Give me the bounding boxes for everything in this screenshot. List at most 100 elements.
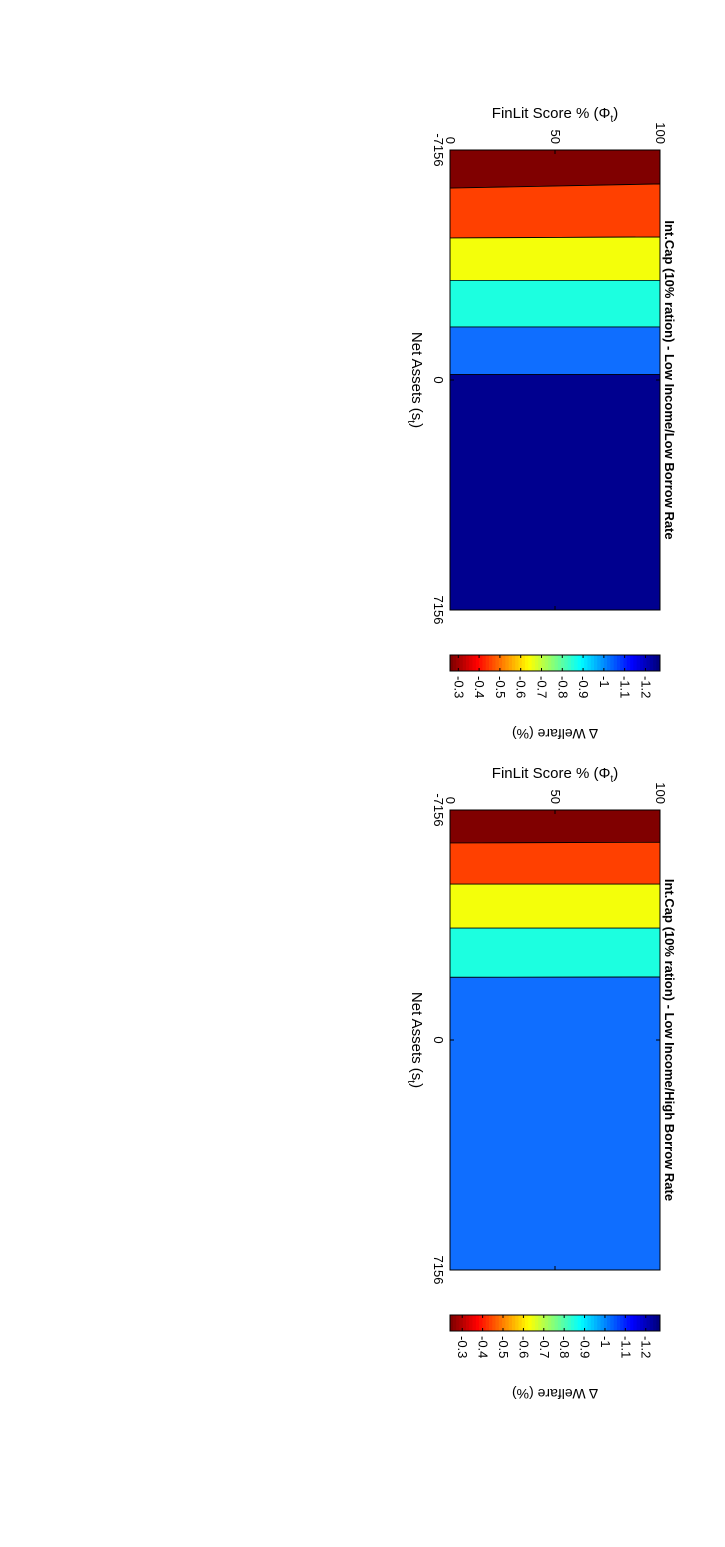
colorbar-tick-label: -0.5: [493, 676, 508, 698]
y-tick-label: 0: [443, 137, 458, 144]
colorbar-swatch: [541, 655, 546, 671]
colorbar-swatch: [633, 1315, 638, 1331]
colorbar-tick-label: -0.9: [578, 1336, 593, 1358]
colorbar-swatch: [528, 1315, 533, 1331]
colorbar-swatch: [466, 1315, 470, 1331]
colorbar-swatch: [456, 655, 460, 671]
colorbar-swatch: [544, 1315, 549, 1331]
colorbar-swatch: [502, 655, 506, 671]
colorbar-swatch: [656, 655, 660, 671]
colorbar-swatch: [597, 655, 601, 671]
colorbar-swatch: [452, 1315, 457, 1331]
colorbar-swatch: [561, 1315, 565, 1331]
colorbar-swatch: [590, 1315, 595, 1331]
colorbar-swatch: [653, 655, 657, 671]
colorbar-swatch: [459, 1315, 464, 1331]
colorbar-swatch: [498, 1315, 503, 1331]
chart-title: Int.Cap (10% ration) - Low Income/Low Bo…: [662, 220, 677, 539]
colorbar-swatch: [587, 1315, 592, 1331]
colorbar-tick-label: -0.3: [455, 1336, 470, 1358]
x-axis-label: Net Assets (st): [405, 992, 425, 1088]
colorbar-swatch: [505, 655, 510, 671]
x-tick-label: -7156: [431, 133, 446, 166]
colorbar-swatch: [633, 655, 638, 671]
colorbar-swatch: [485, 1315, 490, 1331]
colorbar-swatch: [600, 655, 605, 671]
contour-region: [449, 183, 661, 239]
y-tick-label: 0: [443, 797, 458, 804]
colorbar-swatch: [564, 1315, 569, 1331]
colorbar-swatch: [639, 655, 644, 671]
colorbar-swatch: [544, 655, 549, 671]
contour-region: [449, 841, 661, 885]
colorbar-swatch: [479, 1315, 483, 1331]
colorbar-swatch: [456, 1315, 460, 1331]
colorbar-swatch: [580, 1315, 585, 1331]
colorbar-swatch: [557, 1315, 562, 1331]
colorbar-tick-label: -1.1: [618, 676, 633, 698]
colorbar-swatch: [538, 1315, 542, 1331]
colorbar-swatch: [571, 655, 575, 671]
colorbar-swatch: [597, 1315, 601, 1331]
colorbar-tick-label: -0.7: [537, 1336, 552, 1358]
colorbar-swatch: [613, 655, 618, 671]
colorbar-swatch: [567, 655, 572, 671]
colorbar-tick-label: -1: [598, 1336, 613, 1348]
colorbar-swatch: [616, 655, 621, 671]
colorbar-swatch: [534, 655, 539, 671]
contour-region: [449, 326, 661, 375]
colorbar-swatch: [459, 655, 464, 671]
colorbar-swatch: [488, 655, 493, 671]
colorbar-swatch: [656, 1315, 660, 1331]
x-tick-label: 0: [431, 1036, 446, 1043]
colorbar-swatch: [584, 1315, 588, 1331]
colorbar-swatch: [548, 1315, 552, 1331]
colorbar-swatch: [649, 1315, 654, 1331]
colorbar-swatch: [515, 655, 519, 671]
colorbar-swatch: [505, 1315, 510, 1331]
colorbar-swatch: [554, 655, 559, 671]
colorbar-swatch: [653, 1315, 657, 1331]
colorbar-swatch: [574, 1315, 578, 1331]
colorbar-tick-label: -1.1: [618, 1336, 633, 1358]
colorbar-tick-label: -0.3: [451, 676, 466, 698]
colorbar-swatch: [646, 1315, 651, 1331]
colorbar-swatch: [525, 655, 529, 671]
colorbar-swatch: [531, 1315, 536, 1331]
colorbar-swatch: [508, 1315, 513, 1331]
y-tick-label: 50: [548, 790, 563, 804]
colorbar-swatch: [508, 655, 513, 671]
colorbar-tick-label: -0.7: [534, 676, 549, 698]
colorbar-tick-label: -0.8: [557, 1336, 572, 1358]
colorbar-swatch: [626, 655, 631, 671]
colorbar-swatch: [577, 655, 582, 671]
colorbar-swatch: [452, 655, 457, 671]
colorbar-swatch: [551, 655, 555, 671]
contour-region: [449, 976, 661, 1271]
contour-region: [449, 809, 661, 844]
colorbar-swatch: [590, 655, 595, 671]
colorbar-swatch: [548, 655, 552, 671]
x-tick-label: 7156: [431, 596, 446, 625]
y-tick-label: 50: [548, 130, 563, 144]
colorbar-tick-label: -0.6: [516, 1336, 531, 1358]
colorbar-swatch: [554, 1315, 559, 1331]
contour-region: [449, 149, 661, 189]
colorbar-swatch: [528, 655, 533, 671]
colorbar-swatch: [511, 655, 516, 671]
colorbar-swatch: [603, 1315, 608, 1331]
colorbar-swatch: [472, 655, 477, 671]
colorbar-swatch: [482, 1315, 487, 1331]
colorbar-swatch: [485, 655, 490, 671]
colorbar-swatch: [495, 1315, 500, 1331]
colorbar-swatch: [488, 1315, 493, 1331]
colorbar-swatch: [541, 1315, 546, 1331]
colorbar-swatch: [643, 655, 647, 671]
colorbar-swatch: [600, 1315, 605, 1331]
colorbar-swatch: [462, 1315, 467, 1331]
colorbar-tick-label: -1.2: [638, 676, 653, 698]
colorbar-tick-label: -0.4: [472, 676, 487, 698]
